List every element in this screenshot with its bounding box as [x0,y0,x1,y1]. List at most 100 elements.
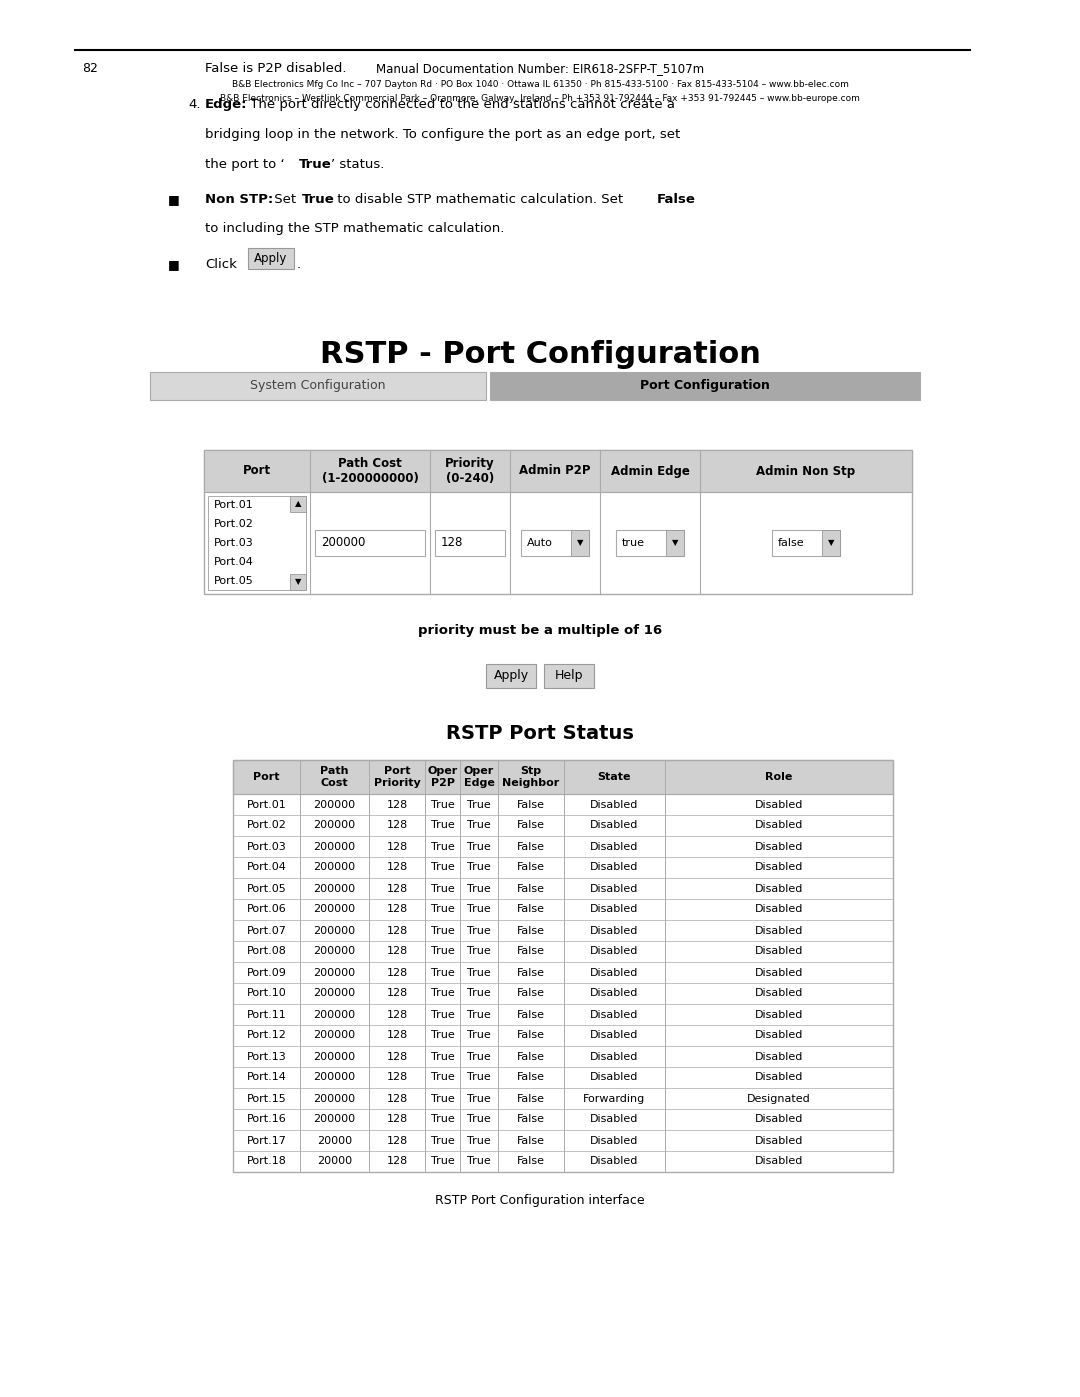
Text: True: True [468,862,491,873]
Text: True: True [468,947,491,957]
Text: Disabled: Disabled [591,989,638,999]
Text: Disabled: Disabled [755,1010,804,1020]
Text: True: True [431,925,455,936]
Text: Disabled: Disabled [755,1115,804,1125]
Text: False is P2P disabled.: False is P2P disabled. [205,61,347,75]
Text: True: True [431,989,455,999]
Text: Port.11: Port.11 [246,1010,286,1020]
Text: 20000: 20000 [316,1157,352,1166]
Text: Designated: Designated [747,1094,811,1104]
Text: Port.04: Port.04 [246,862,286,873]
Text: 200000: 200000 [313,1073,355,1083]
Text: ▼: ▼ [672,538,678,548]
Text: Disabled: Disabled [755,1157,804,1166]
Bar [666,529,684,556]
Text: to including the STP mathematic calculation.: to including the STP mathematic calculat… [205,222,504,235]
Text: Auto: Auto [527,538,553,548]
Text: 200000: 200000 [313,841,355,852]
Text: False: False [517,883,545,894]
Text: True: True [431,1094,455,1104]
Text: False: False [657,193,696,205]
Text: Priority
(0-240): Priority (0-240) [445,457,495,485]
Text: Port.18: Port.18 [246,1157,286,1166]
Text: 200000: 200000 [313,799,355,809]
Text: True: True [431,1010,455,1020]
Text: 82: 82 [82,61,98,75]
Text: True: True [468,1073,491,1083]
Text: Click: Click [205,258,237,271]
Text: 128: 128 [387,1115,407,1125]
Text: 128: 128 [387,1052,407,1062]
Text: State: State [597,773,631,782]
Text: 200000: 200000 [321,536,365,549]
Bar [616,529,684,556]
Text: Port: Port [243,464,271,478]
Text: Disabled: Disabled [591,1031,638,1041]
Text: Port.05: Port.05 [246,883,286,894]
Text: True: True [468,989,491,999]
Bar [291,574,306,590]
Text: True: True [299,158,332,170]
Text: 200000: 200000 [313,1052,355,1062]
Text: Disabled: Disabled [591,862,638,873]
Text: Port.02: Port.02 [214,520,254,529]
Text: Disabled: Disabled [591,1136,638,1146]
Text: True: True [431,1031,455,1041]
Text: 128: 128 [387,1031,407,1041]
Text: Disabled: Disabled [591,968,638,978]
Text: True: True [431,862,455,873]
Text: False: False [517,820,545,830]
Text: Port.10: Port.10 [246,989,286,999]
Text: Port.02: Port.02 [246,820,286,830]
Text: priority must be a multiple of 16: priority must be a multiple of 16 [418,624,662,637]
Text: True: True [468,925,491,936]
Text: True: True [302,193,335,205]
Text: Disabled: Disabled [591,799,638,809]
Bar [150,372,486,400]
Text: B&B Electronics Mfg Co Inc – 707 Dayton Rd · PO Box 1040 · Ottawa IL 61350 · Ph : B&B Electronics Mfg Co Inc – 707 Dayton … [231,80,849,89]
Text: True: True [468,904,491,915]
Text: False: False [517,799,545,809]
Text: Help: Help [555,669,583,683]
Text: 200000: 200000 [313,904,355,915]
Text: bridging loop in the network. To configure the port as an edge port, set: bridging loop in the network. To configu… [205,129,680,141]
Text: False: False [517,947,545,957]
Text: Port.03: Port.03 [246,841,286,852]
Text: 128: 128 [387,968,407,978]
Text: False: False [517,1031,545,1041]
Text: Port.16: Port.16 [246,1115,286,1125]
Text: true: true [622,538,645,548]
Text: Port.08: Port.08 [246,947,286,957]
Bar [571,529,589,556]
Text: Port.05: Port.05 [214,576,254,585]
Text: False: False [517,1073,545,1083]
Text: Edge:: Edge: [205,98,247,110]
Text: 128: 128 [441,536,463,549]
Text: Port: Port [253,773,280,782]
Text: Admin Non Stp: Admin Non Stp [756,464,855,478]
Text: Port.01: Port.01 [214,500,254,510]
Text: Forwarding: Forwarding [583,1094,646,1104]
Text: Disabled: Disabled [755,820,804,830]
Text: Disabled: Disabled [755,1052,804,1062]
Text: True: True [468,841,491,852]
Text: False: False [517,1115,545,1125]
Bar [435,529,505,556]
Text: True: True [431,904,455,915]
Bar [544,664,594,687]
Text: 200000: 200000 [313,883,355,894]
Text: True: True [431,841,455,852]
Text: ■: ■ [168,258,179,271]
Text: Disabled: Disabled [755,1073,804,1083]
Text: Role: Role [766,773,793,782]
Text: Non STP:: Non STP: [205,193,273,205]
Text: False: False [517,1157,545,1166]
Text: Port.09: Port.09 [246,968,286,978]
Text: Disabled: Disabled [755,841,804,852]
Text: 128: 128 [387,904,407,915]
Text: False: False [517,1052,545,1062]
Text: Disabled: Disabled [755,947,804,957]
Text: RSTP - Port Configuration: RSTP - Port Configuration [320,339,760,369]
Text: Port.06: Port.06 [246,904,286,915]
Text: True: True [431,1136,455,1146]
